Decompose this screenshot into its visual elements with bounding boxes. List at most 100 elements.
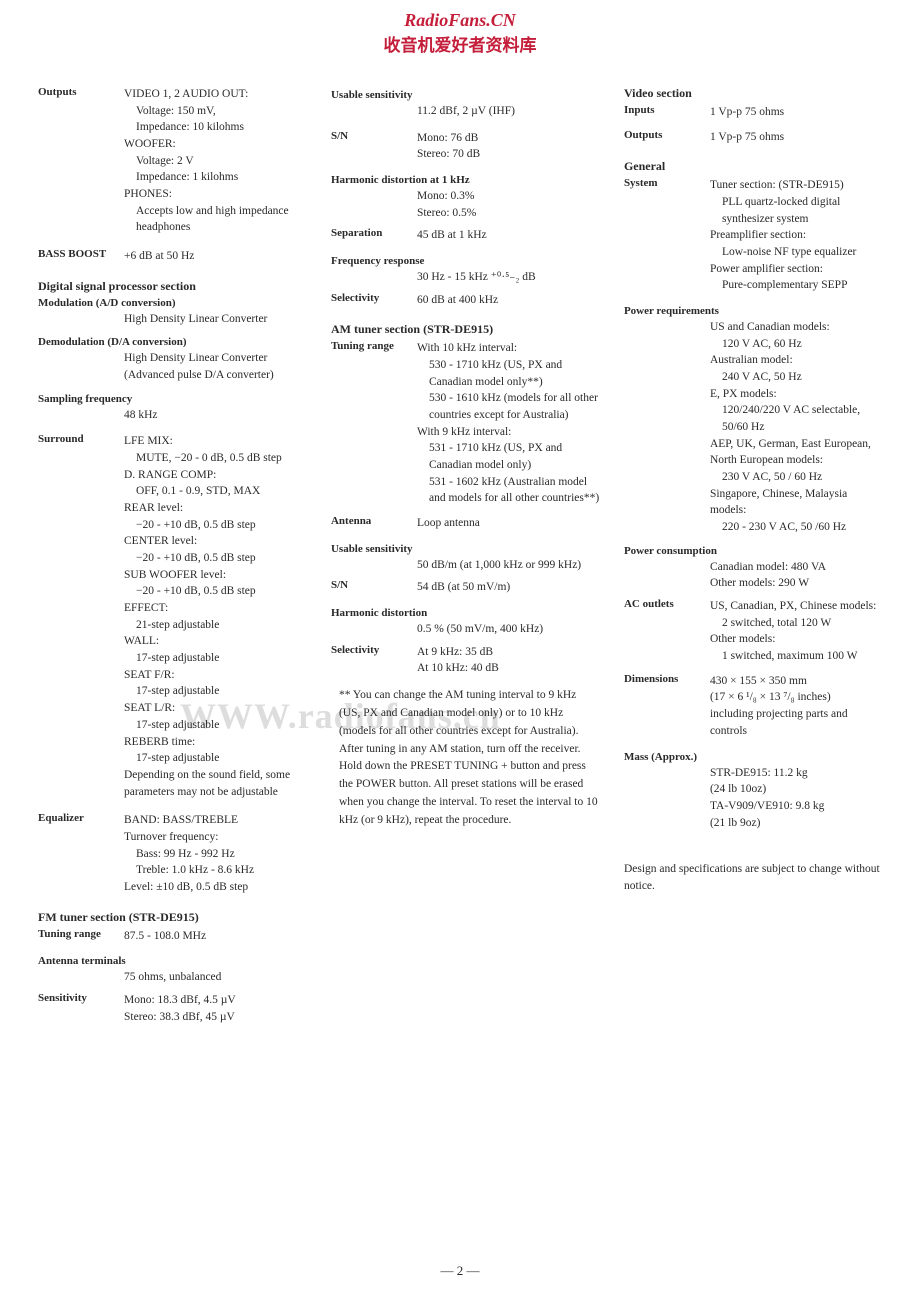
sys-2: PLL quartz-locked digital synthesizer sy… [710, 194, 882, 227]
phones-out: PHONES: [124, 186, 309, 203]
sn-mono: Mono: 76 dB [417, 130, 602, 147]
pwr-au-v: 240 V AC, 50 Hz [710, 369, 882, 386]
sys-5: Power amplifier section: [710, 261, 882, 278]
ac-other-v: 1 switched, maximum 100 W [710, 648, 882, 665]
power-req-label: Power requirements [624, 305, 882, 317]
ac-label: AC outlets [624, 598, 710, 610]
am-r6: 531 - 1602 kHz (Australian model and mod… [417, 474, 602, 507]
video-voltage: Voltage: 150 mV, [124, 103, 309, 120]
pwr-au: Australian model: [710, 352, 882, 369]
system-val: Tuner section: (STR-DE915) PLL quartz-lo… [710, 177, 882, 294]
bass-boost-val: +6 dB at 50 Hz [124, 248, 309, 265]
sys-6: Pure-complementary SEPP [710, 277, 882, 294]
seatfr-val: 17-step adjustable [124, 683, 309, 700]
sn-val: Mono: 76 dB Stereo: 70 dB [417, 130, 602, 163]
fm-range-label: Tuning range [38, 928, 124, 940]
rear-val: −20 - +10 dB, 0.5 dB step [124, 517, 309, 534]
hd-label: Harmonic distortion at 1 kHz [331, 174, 602, 186]
dim-label: Dimensions [624, 673, 710, 685]
pwr-epx: E, PX models: [710, 386, 882, 403]
wall: WALL: [124, 633, 309, 650]
eq-band: BAND: BASS/TREBLE [124, 812, 309, 829]
column-2: Usable sensitivity 11.2 dBf, 2 µV (IHF) … [331, 86, 602, 1027]
ac-us: US, Canadian, PX, Chinese models: [710, 598, 882, 615]
video-impedance: Impedance: 10 kilohms [124, 119, 309, 136]
am-sn-val: 54 dB (at 50 mV/m) [417, 579, 602, 596]
fm-sens-stereo: Stereo: 38.3 dBf, 45 µV [124, 1009, 309, 1026]
consumption-label: Power consumption [624, 545, 882, 557]
fm-sens-val: Mono: 18.3 dBf, 4.5 µV Stereo: 38.3 dBf,… [124, 992, 309, 1025]
dim-2: (17 × 6 ¹/₈ × 13 ⁷/₈ inches) [710, 689, 882, 706]
freq-val: 30 Hz - 15 kHz ⁺⁰·⁵₋₂ dB [417, 269, 602, 286]
pwr-aep: AEP, UK, German, East European, North Eu… [710, 436, 882, 469]
video-outputs-val: 1 Vp-p 75 ohms [710, 129, 882, 146]
dim-val: 430 × 155 × 350 mm (17 × 6 ¹/₈ × 13 ⁷/₈ … [710, 673, 882, 740]
sub: SUB WOOFER level: [124, 567, 309, 584]
am-range-label: Tuning range [331, 340, 417, 352]
eq-bass: Bass: 99 Hz - 992 Hz [124, 846, 309, 863]
demodulation-label: Demodulation (D/A conversion) [38, 336, 309, 348]
fm-sens-mono: Mono: 18.3 dBf, 4.5 µV [124, 992, 309, 1009]
am-range-val: With 10 kHz interval: 530 - 1710 kHz (US… [417, 340, 602, 507]
dim-3: including projecting parts and controls [710, 706, 882, 739]
sn-label: S/N [331, 130, 417, 142]
am-ant-label: Antenna [331, 515, 417, 527]
pwr-us: US and Canadian models: [710, 319, 882, 336]
header-title: RadioFans.CN [38, 10, 882, 31]
lfe: LFE MIX: [124, 433, 309, 450]
video-inputs-val: 1 Vp-p 75 ohms [710, 104, 882, 121]
drange-val: OFF, 0.1 - 0.9, STD, MAX [124, 483, 309, 500]
am-r5: 531 - 1710 kHz (US, PX and Canadian mode… [417, 440, 602, 473]
phones-val: Accepts low and high impedance headphone… [124, 203, 309, 236]
mass-2: (24 lb 10oz) [710, 781, 882, 798]
woofer-voltage: Voltage: 2 V [124, 153, 309, 170]
effect: EFFECT: [124, 600, 309, 617]
sub-val: −20 - +10 dB, 0.5 dB step [124, 583, 309, 600]
wall-val: 17-step adjustable [124, 650, 309, 667]
rear: REAR level: [124, 500, 309, 517]
dim-1: 430 × 155 × 350 mm [710, 673, 882, 690]
sampling-val: 48 kHz [124, 407, 309, 424]
header-subtitle: 收音机爱好者资料库 [38, 31, 882, 56]
hd-stereo: Stereo: 0.5% [417, 205, 602, 222]
usable-sens-label: Usable sensitivity [331, 89, 602, 101]
video-outputs-label: Outputs [624, 129, 710, 141]
am-r4: With 9 kHz interval: [417, 424, 602, 441]
am-r1: With 10 kHz interval: [417, 340, 602, 357]
mass-1: STR-DE915: 11.2 kg [710, 765, 882, 782]
fm-range-val: 87.5 - 108.0 MHz [124, 928, 309, 945]
outputs-label: Outputs [38, 86, 124, 98]
fm-title: FM tuner section (STR-DE915) [38, 910, 309, 925]
footer-note: Design and specifications are subject to… [624, 861, 882, 896]
cons-ca: Canadian model: 480 VA [710, 559, 882, 576]
column-3: Video section Inputs 1 Vp-p 75 ohms Outp… [624, 86, 882, 1027]
sn-stereo: Stereo: 70 dB [417, 146, 602, 163]
woofer-out: WOOFER: [124, 136, 309, 153]
mass-3: TA-V909/VE910: 9.8 kg [710, 798, 882, 815]
ac-val: US, Canadian, PX, Chinese models: 2 swit… [710, 598, 882, 665]
eq-treble: Treble: 1.0 kHz - 8.6 kHz [124, 862, 309, 879]
ac-other: Other models: [710, 631, 882, 648]
column-1: Outputs VIDEO 1, 2 AUDIO OUT: Voltage: 1… [38, 86, 309, 1027]
demodulation-val: High Density Linear Converter (Advanced … [124, 350, 309, 383]
am-usable-val: 50 dB/m (at 1,000 kHz or 999 kHz) [417, 557, 602, 574]
surround-label: Surround [38, 433, 124, 445]
mass-val: STR-DE915: 11.2 kg (24 lb 10oz) TA-V909/… [710, 765, 882, 832]
sys-1: Tuner section: (STR-DE915) [710, 177, 882, 194]
sampling-label: Sampling frequency [38, 393, 309, 405]
pwr-us-v: 120 V AC, 60 Hz [710, 336, 882, 353]
reverb: REBERB time: [124, 734, 309, 751]
am-r3: 530 - 1610 kHz (models for all other cou… [417, 390, 602, 423]
mass-4: (21 lb 9oz) [710, 815, 882, 832]
center-val: −20 - +10 dB, 0.5 dB step [124, 550, 309, 567]
eq-level: Level: ±10 dB, 0.5 dB step [124, 879, 309, 896]
dsp-title: Digital signal processor section [38, 279, 309, 294]
video-title: Video section [624, 86, 882, 101]
pwr-sg: Singapore, Chinese, Malaysia models: [710, 486, 882, 519]
fm-ant-val: 75 ohms, unbalanced [124, 969, 309, 986]
am-sel-val: At 9 kHz: 35 dB At 10 kHz: 40 dB [417, 644, 602, 677]
modulation-val: High Density Linear Converter [124, 311, 309, 328]
sys-3: Preamplifier section: [710, 227, 882, 244]
page-number: — 2 — [0, 1263, 920, 1279]
general-title: General [624, 159, 882, 174]
